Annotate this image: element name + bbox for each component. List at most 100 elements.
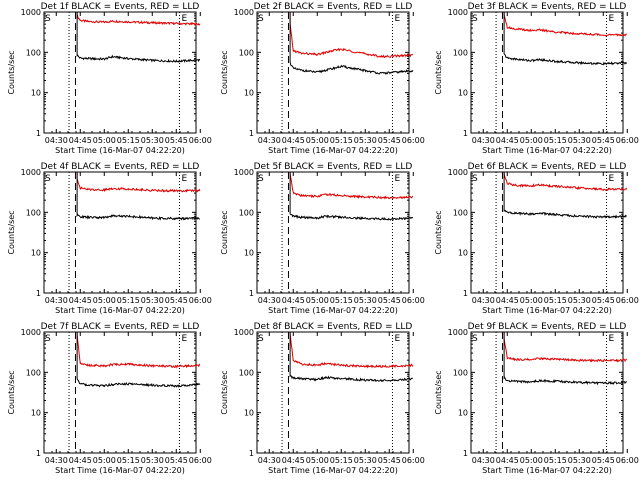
x-tick-label: 05:15 <box>544 456 567 465</box>
y-axis-title: Counts/sec <box>7 50 16 94</box>
x-tick-label: 06:00 <box>189 296 212 305</box>
x-tick-label: 04:30 <box>45 296 68 305</box>
x-axis-title: Start Time (16-Mar-07 04:22:20) <box>268 466 398 475</box>
x-tick-label: 05:15 <box>117 296 140 305</box>
start-marker-label: S <box>258 174 264 184</box>
x-tick-label: 04:45 <box>69 136 92 145</box>
x-tick-label: 06:00 <box>616 456 639 465</box>
detector-chart: Det 5f BLACK = Events, RED = LLD 1 10 100 10… <box>220 162 425 315</box>
detector-chart: Det 7f BLACK = Events, RED = LLD 1 10 100 10… <box>7 322 212 475</box>
chart-title: Det 6f BLACK = Events, RED = LLD <box>468 162 627 172</box>
x-tick-label: 04:30 <box>258 456 281 465</box>
y-axis-title: Counts/sec <box>7 210 16 254</box>
x-axis-title: Start Time (16-Mar-07 04:22:20) <box>482 466 612 475</box>
y-tick-label: 10 <box>458 249 468 258</box>
chart-title: Det 2f BLACK = Events, RED = LLD <box>254 2 413 12</box>
y-tick-label: 10 <box>31 89 41 98</box>
x-tick-label: 05:30 <box>568 296 591 305</box>
x-axis-title: Start Time (16-Mar-07 04:22:20) <box>268 146 398 155</box>
y-axis-title: Counts/sec <box>434 370 443 414</box>
x-tick-label: 06:00 <box>402 136 425 145</box>
start-marker-label: S <box>472 334 478 344</box>
y-tick-label: 1 <box>249 449 254 458</box>
plot-frame <box>470 331 624 454</box>
y-axis-title: Counts/sec <box>220 210 229 254</box>
y-tick-label: 1000 <box>448 168 468 177</box>
chart-title: Det 9f BLACK = Events, RED = LLD <box>468 322 627 332</box>
x-tick-label: 05:45 <box>592 136 615 145</box>
events-series-line <box>503 332 627 386</box>
x-tick-label: 05:15 <box>330 456 353 465</box>
plot-frame <box>43 171 197 294</box>
end-marker-label: E <box>181 14 187 24</box>
x-tick-label: 05:30 <box>354 136 377 145</box>
x-tick-label: 05:15 <box>544 136 567 145</box>
y-tick-label: 10 <box>244 409 254 418</box>
x-tick-label: 04:30 <box>258 136 281 145</box>
x-tick-label: 04:45 <box>282 136 305 145</box>
x-tick-label: 05:00 <box>306 136 329 145</box>
chart-title: Det 5f BLACK = Events, RED = LLD <box>254 162 413 172</box>
y-tick-label: 100 <box>26 48 41 57</box>
x-tick-label: 05:45 <box>165 136 188 145</box>
detector-chart: Det 9f BLACK = Events, RED = LLD 1 10 100 10… <box>434 322 639 475</box>
chart-title: Det 1f BLACK = Events, RED = LLD <box>41 2 200 12</box>
x-axis-title: Start Time (16-Mar-07 04:22:20) <box>55 466 185 475</box>
x-tick-label: 05:45 <box>378 136 401 145</box>
detector-chart: Det 1f BLACK = Events, RED = LLD 1 10 100 10… <box>7 2 212 155</box>
x-tick-label: 04:45 <box>496 296 519 305</box>
start-marker-label: S <box>45 174 51 184</box>
y-tick-label: 10 <box>244 89 254 98</box>
x-tick-label: 04:45 <box>69 456 92 465</box>
y-tick-label: 1 <box>36 449 41 458</box>
x-tick-label: 06:00 <box>189 136 212 145</box>
x-tick-label: 05:45 <box>592 296 615 305</box>
x-tick-label: 05:45 <box>165 456 188 465</box>
plot-frame <box>256 171 410 294</box>
events-series-line <box>76 172 200 221</box>
x-tick-label: 06:00 <box>402 296 425 305</box>
y-tick-label: 1 <box>249 129 254 138</box>
y-tick-label: 1 <box>463 289 468 298</box>
y-tick-label: 1 <box>463 449 468 458</box>
x-tick-label: 05:15 <box>330 136 353 145</box>
detector-chart: Det 8f BLACK = Events, RED = LLD 1 10 100 10… <box>220 322 425 475</box>
events-series-line <box>76 332 201 388</box>
y-tick-label: 1000 <box>234 8 254 17</box>
start-marker-label: S <box>258 334 264 344</box>
x-tick-label: 05:15 <box>544 296 567 305</box>
lld-series-line <box>289 172 413 200</box>
y-tick-label: 1000 <box>448 328 468 337</box>
end-marker-label: E <box>608 14 614 24</box>
x-axis-title: Start Time (16-Mar-07 04:22:20) <box>55 146 185 155</box>
x-axis-title: Start Time (16-Mar-07 04:22:20) <box>55 306 185 315</box>
x-tick-label: 05:30 <box>568 136 591 145</box>
start-marker-label: S <box>258 14 264 24</box>
chart-title: Det 4f BLACK = Events, RED = LLD <box>41 162 200 172</box>
events-series-line <box>289 332 414 382</box>
x-tick-label: 06:00 <box>616 136 639 145</box>
x-tick-label: 05:30 <box>141 456 164 465</box>
y-tick-label: 1 <box>36 289 41 298</box>
events-series-line <box>503 172 628 219</box>
y-tick-label: 10 <box>31 409 41 418</box>
x-axis-title: Start Time (16-Mar-07 04:22:20) <box>482 146 612 155</box>
x-tick-label: 04:30 <box>472 456 495 465</box>
y-axis-title: Counts/sec <box>7 370 16 414</box>
chart-title: Det 7f BLACK = Events, RED = LLD <box>41 322 200 332</box>
y-tick-label: 1 <box>249 289 254 298</box>
x-tick-label: 05:45 <box>378 296 401 305</box>
x-tick-label: 04:45 <box>69 296 92 305</box>
x-tick-label: 04:45 <box>282 456 305 465</box>
x-tick-label: 04:30 <box>258 296 281 305</box>
y-tick-label: 100 <box>239 368 254 377</box>
plot-frame <box>43 331 197 454</box>
x-tick-label: 05:15 <box>330 296 353 305</box>
y-tick-label: 10 <box>458 409 468 418</box>
x-tick-label: 05:45 <box>592 456 615 465</box>
y-tick-label: 100 <box>453 48 468 57</box>
end-marker-label: E <box>608 334 614 344</box>
end-marker-label: E <box>394 174 400 184</box>
x-tick-label: 04:45 <box>496 456 519 465</box>
